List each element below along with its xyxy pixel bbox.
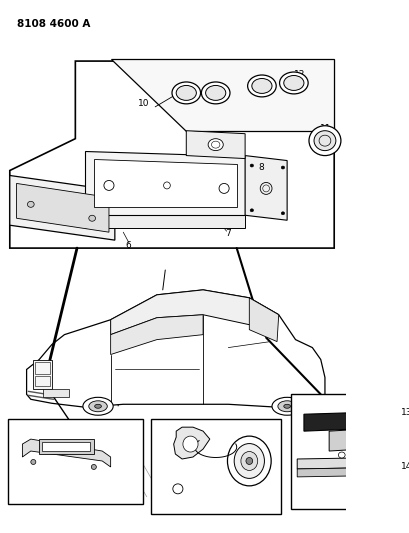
Ellipse shape (313, 131, 335, 151)
Ellipse shape (247, 75, 276, 97)
Ellipse shape (176, 85, 196, 100)
Text: 1: 1 (162, 426, 168, 435)
Text: 6: 6 (126, 240, 131, 249)
Polygon shape (245, 156, 286, 220)
Text: 11: 11 (319, 124, 330, 133)
Polygon shape (110, 315, 202, 354)
Text: 8108 4600 A: 8108 4600 A (16, 19, 90, 29)
Ellipse shape (281, 212, 284, 215)
Ellipse shape (208, 139, 223, 151)
Ellipse shape (277, 401, 296, 411)
Polygon shape (297, 457, 409, 469)
Ellipse shape (89, 215, 95, 221)
Ellipse shape (227, 436, 270, 486)
Ellipse shape (240, 451, 257, 471)
Bar (151, 419, 281, 514)
Ellipse shape (83, 397, 113, 415)
Polygon shape (110, 59, 333, 131)
Text: 10: 10 (138, 99, 150, 108)
Text: 2: 2 (255, 423, 261, 432)
Ellipse shape (283, 404, 290, 408)
Ellipse shape (271, 397, 301, 415)
Text: 5: 5 (106, 164, 111, 173)
Bar (33, 360, 52, 389)
Bar (43, 389, 68, 397)
Bar (291, 394, 409, 508)
Text: 9: 9 (198, 143, 204, 152)
Ellipse shape (283, 76, 303, 91)
Ellipse shape (94, 404, 101, 408)
Text: 4: 4 (162, 489, 168, 498)
Text: 13: 13 (400, 408, 409, 417)
Ellipse shape (171, 82, 200, 104)
Text: 8: 8 (258, 163, 264, 172)
Polygon shape (328, 429, 362, 451)
Bar (35, 376, 50, 386)
Bar (39, 439, 94, 454)
Polygon shape (85, 151, 245, 215)
Text: 7: 7 (225, 229, 230, 238)
Ellipse shape (375, 451, 382, 457)
Ellipse shape (249, 164, 253, 167)
Polygon shape (303, 411, 400, 431)
Ellipse shape (201, 82, 229, 104)
Ellipse shape (245, 457, 252, 464)
Bar (42, 442, 90, 451)
Text: 12: 12 (293, 69, 304, 78)
Polygon shape (297, 467, 409, 477)
Polygon shape (10, 175, 115, 240)
Polygon shape (94, 158, 236, 207)
Ellipse shape (173, 484, 182, 494)
Ellipse shape (308, 126, 340, 156)
Text: 3: 3 (244, 502, 249, 511)
Polygon shape (22, 439, 110, 467)
Text: A: A (26, 490, 30, 496)
Text: 14: 14 (400, 463, 409, 472)
Ellipse shape (281, 166, 284, 169)
Polygon shape (85, 215, 245, 228)
Ellipse shape (31, 459, 36, 464)
Polygon shape (10, 61, 333, 248)
Ellipse shape (337, 452, 344, 458)
Ellipse shape (91, 464, 96, 470)
Polygon shape (27, 290, 324, 407)
Polygon shape (186, 131, 245, 158)
Bar (8, 419, 142, 504)
Ellipse shape (251, 78, 271, 93)
Ellipse shape (205, 85, 225, 100)
Text: 12: 12 (14, 487, 25, 496)
Polygon shape (173, 427, 209, 459)
Polygon shape (16, 183, 109, 232)
Ellipse shape (249, 209, 253, 212)
Ellipse shape (27, 201, 34, 207)
Ellipse shape (279, 72, 308, 94)
Polygon shape (249, 298, 278, 342)
Ellipse shape (234, 443, 264, 479)
Bar (35, 362, 50, 375)
Polygon shape (110, 290, 278, 335)
Ellipse shape (89, 401, 107, 411)
Ellipse shape (182, 436, 198, 452)
